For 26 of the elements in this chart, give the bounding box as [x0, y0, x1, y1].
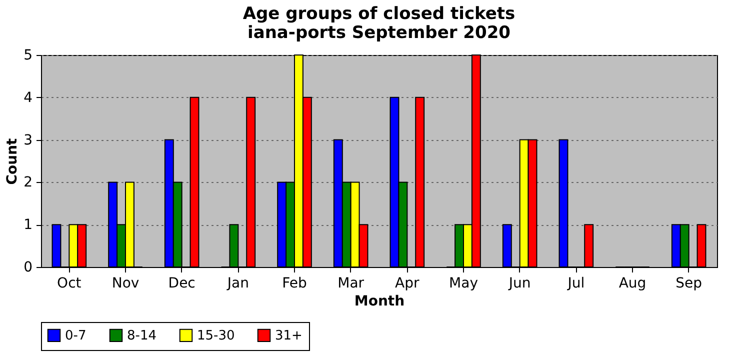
x-tick-label: Oct — [57, 276, 82, 292]
y-tick-label: 0 — [24, 260, 32, 276]
x-tick-label: Sep — [676, 276, 702, 292]
x-tick-label: Feb — [282, 276, 307, 292]
y-tick-label: 3 — [24, 132, 32, 148]
x-tick-label: Jul — [566, 276, 585, 292]
y-tick-label: 5 — [24, 48, 32, 64]
x-tick-label: Mar — [338, 276, 364, 292]
x-axis-title: Month — [354, 294, 405, 310]
x-tick-label: Aug — [618, 276, 646, 292]
legend-label: 0-7 — [65, 328, 86, 344]
legend-label: 8-14 — [127, 328, 157, 344]
y-tick-label: 2 — [24, 174, 32, 191]
x-tick-label: Jun — [508, 276, 531, 292]
y-axis-title: Count — [4, 138, 21, 185]
x-tick-label: Nov — [112, 276, 140, 292]
x-tick-label: Jan — [226, 276, 249, 292]
legend-label: 31+ — [275, 328, 302, 344]
y-tick-label: 1 — [24, 217, 32, 234]
legend-label: 15-30 — [197, 328, 235, 344]
y-tick-label: 4 — [24, 90, 33, 106]
x-tick-label: Dec — [168, 276, 196, 292]
x-tick-label: Apr — [395, 276, 420, 292]
chart-subtitle: iana-ports September 2020 — [248, 23, 511, 43]
x-tick-label: May — [449, 276, 478, 292]
chart-title: Age groups of closed tickets — [242, 4, 516, 24]
